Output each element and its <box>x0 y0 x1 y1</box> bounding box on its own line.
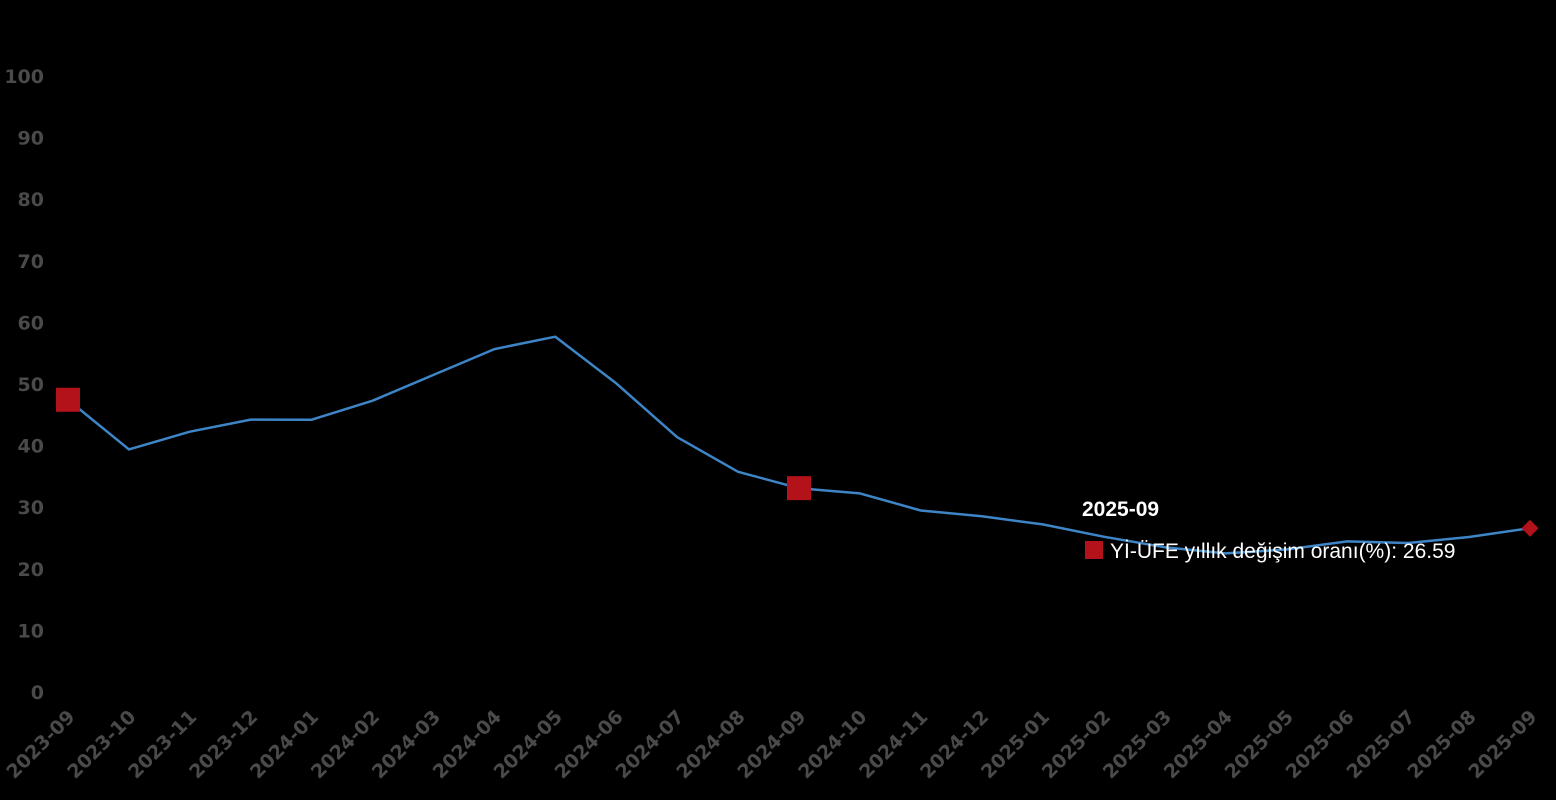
series <box>67 335 1531 555</box>
tooltip-swatch <box>1085 541 1103 559</box>
y-tick-label: 60 <box>18 312 44 334</box>
y-tick-label: 50 <box>18 374 44 396</box>
y-axis: 0 10 20 30 40 50 60 70 80 90 100 <box>4 66 44 704</box>
markers <box>56 387 1539 537</box>
point-marker[interactable] <box>1521 519 1539 537</box>
x-axis: 2023-092023-102023-112023-122024-012024-… <box>2 706 1541 783</box>
y-tick-label: 80 <box>18 189 44 211</box>
y-tick-label: 0 <box>31 682 44 704</box>
tooltip-title: 2025-09 <box>1082 498 1159 521</box>
y-tick-label: 90 <box>18 128 44 150</box>
tooltip: 2025-09 Yİ-ÜFE yıllık değişim oranı(%): … <box>1082 498 1455 563</box>
tooltip-text: Yİ-ÜFE yıllık değişim oranı(%): 26.59 <box>1110 540 1455 563</box>
y-tick-label: 70 <box>18 251 44 273</box>
y-tick-label: 30 <box>18 497 44 519</box>
y-tick-label: 40 <box>18 436 44 458</box>
y-tick-label: 20 <box>18 559 44 581</box>
y-tick-label: 100 <box>4 66 44 88</box>
y-tick-label: 10 <box>18 620 44 642</box>
point-marker[interactable] <box>787 476 811 501</box>
point-marker[interactable] <box>56 387 80 412</box>
series-line[interactable] <box>67 335 1531 555</box>
